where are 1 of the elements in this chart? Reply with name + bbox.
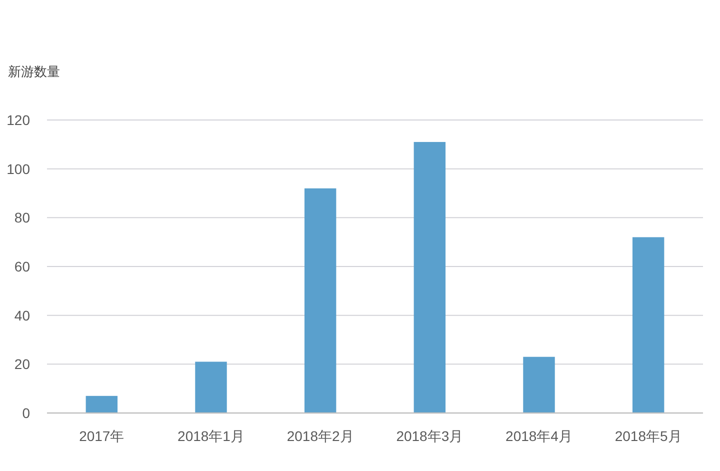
ylabel: 新游数量 xyxy=(8,64,60,79)
